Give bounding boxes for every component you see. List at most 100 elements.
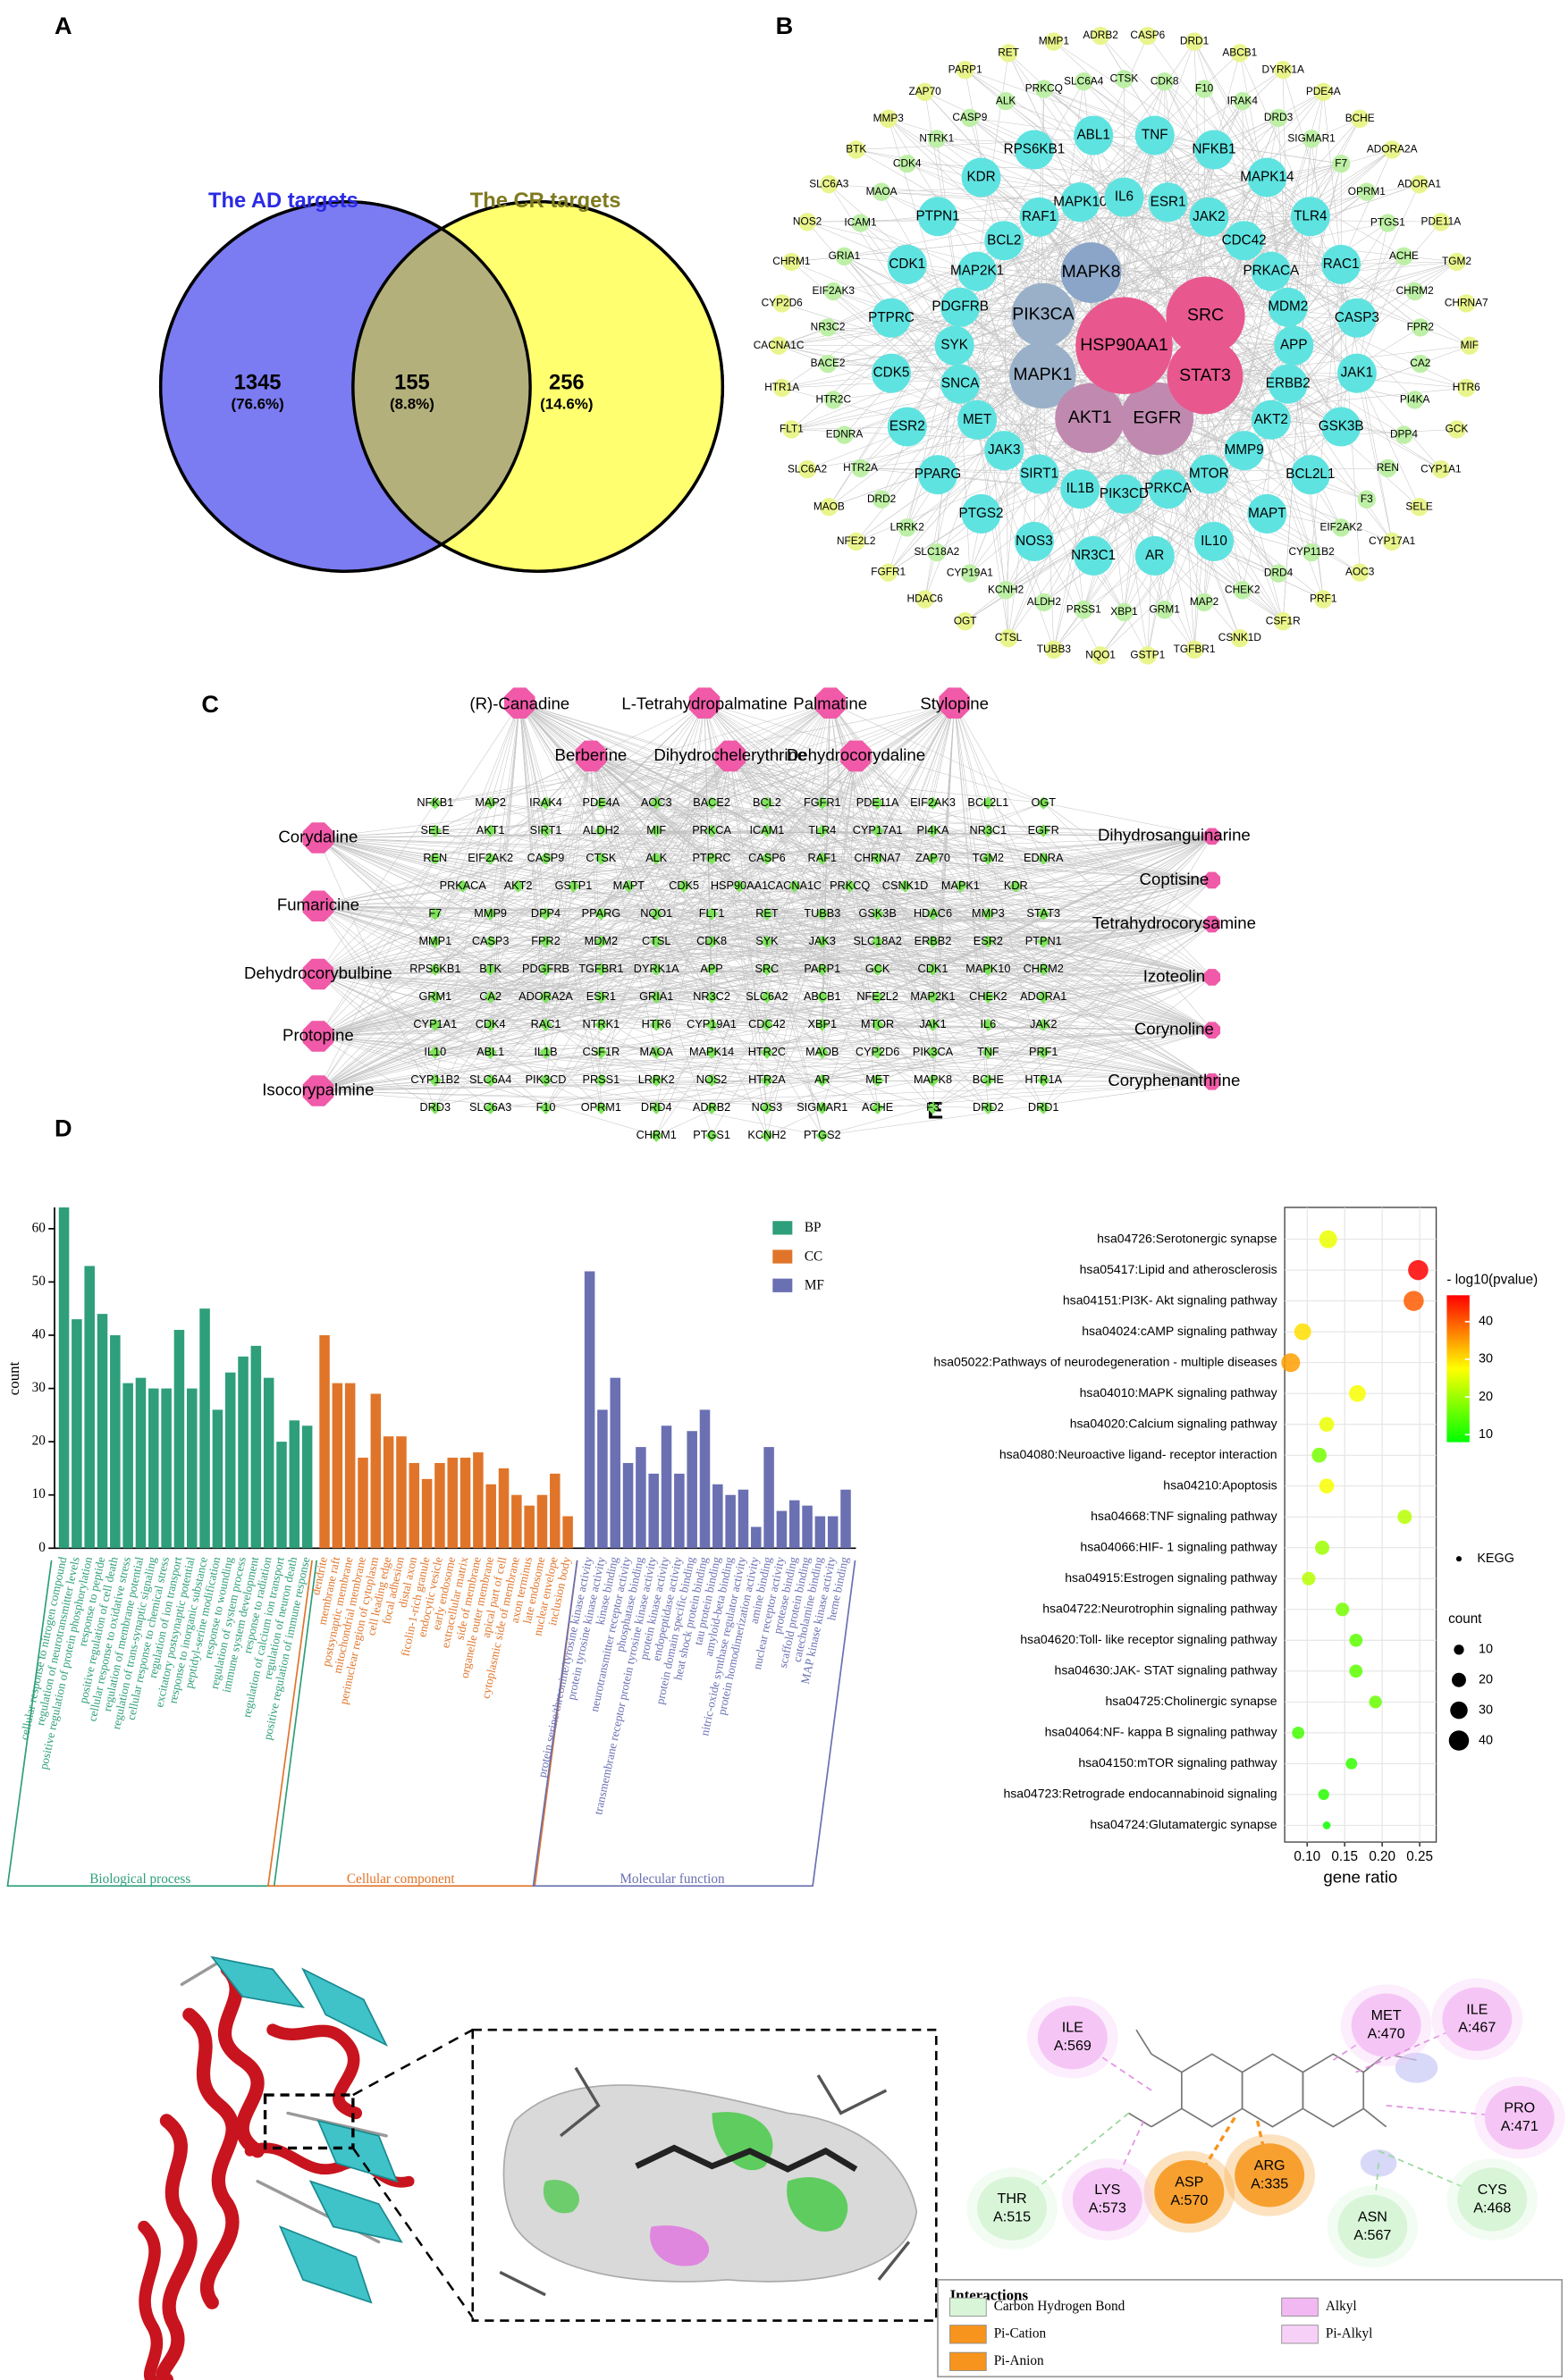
- network-node: [1184, 640, 1204, 660]
- beta-sheet: [210, 1955, 305, 2009]
- bar: [383, 1436, 394, 1549]
- target-node: [815, 935, 829, 948]
- target-label: PI4KA: [916, 823, 949, 837]
- bar: [301, 1425, 313, 1549]
- residue-name: PRO: [1504, 2100, 1535, 2116]
- edge: [601, 702, 705, 803]
- edge: [317, 830, 822, 838]
- compound-target-network: NFKB1 MAP2 IRAK4 PDE4A AOC3 BACE2 BCL2 FGFR1 PDE…: [244, 687, 1256, 1142]
- target-label: CYP17A1: [853, 823, 903, 837]
- node-label: ICAM1: [844, 216, 877, 229]
- edge: [317, 1036, 822, 1136]
- edge: [317, 905, 546, 1081]
- edge: [954, 702, 989, 831]
- edge: [519, 702, 546, 831]
- network-node: [1138, 26, 1157, 46]
- edge: [988, 1030, 1212, 1081]
- edge: [1039, 216, 1288, 307]
- edge: [317, 913, 602, 1091]
- edge: [519, 702, 768, 831]
- edge: [1341, 264, 1470, 346]
- target-label: DRD3: [420, 1100, 451, 1114]
- target-label: NOS3: [752, 1100, 783, 1114]
- target-label: TLR4: [808, 823, 836, 837]
- network-node: [824, 282, 843, 301]
- edge: [656, 702, 955, 914]
- legend-swatch: [772, 1278, 793, 1292]
- edge: [519, 702, 629, 887]
- target-node: [760, 1046, 774, 1059]
- edge: [905, 836, 1212, 887]
- edge: [1193, 474, 1210, 650]
- size-legend-label: 40: [1479, 1733, 1493, 1747]
- edge: [1039, 426, 1342, 475]
- edge: [317, 905, 768, 1081]
- node-label: SLC6A4: [1064, 74, 1104, 87]
- edge: [1287, 383, 1441, 470]
- network-node: [1332, 518, 1351, 537]
- target-node: [539, 796, 552, 810]
- edge: [317, 803, 491, 975]
- edge: [590, 755, 822, 859]
- edge: [822, 858, 1212, 881]
- edge: [601, 702, 955, 831]
- node-label: RET: [998, 46, 1019, 59]
- edge: [317, 837, 822, 1025]
- edge: [317, 1036, 491, 1081]
- target-label: AKT1: [476, 823, 505, 837]
- edge: [766, 836, 1212, 914]
- kegg-bubble-chart: hsa04726:Serotonergic synapsehsa05417:Li…: [933, 1207, 1538, 1887]
- edge: [655, 702, 705, 1025]
- edge: [860, 419, 978, 469]
- y-tick-label: hsa04726:Serotonergic synapse: [1097, 1231, 1277, 1245]
- network-node: [1460, 336, 1479, 355]
- target-label: STAT3: [1026, 906, 1060, 920]
- target-label: NFE2L2: [856, 989, 898, 1003]
- target-label: TGM2: [973, 851, 1004, 864]
- bar: [276, 1442, 287, 1549]
- target-node: [926, 1073, 940, 1087]
- legend-label: Alkyl: [1326, 2299, 1357, 2314]
- size-legend-label: 10: [1479, 1643, 1493, 1657]
- y-tick-label: hsa04725:Cholinergic synapse: [1106, 1694, 1277, 1708]
- edge: [317, 830, 878, 1037]
- edge: [1205, 149, 1393, 316]
- target-node: [760, 1129, 774, 1142]
- edge: [434, 923, 1212, 1025]
- network-node: [1314, 590, 1333, 609]
- edge: [434, 755, 730, 970]
- target-label: NQO1: [640, 906, 672, 920]
- legend-label: Pi-Anion: [994, 2353, 1044, 2368]
- residue-chain: A:515: [993, 2209, 1031, 2225]
- target-label: CTSK: [586, 851, 616, 864]
- network-node: [1274, 325, 1314, 366]
- edge: [317, 905, 933, 970]
- edge: [656, 755, 731, 831]
- edge: [959, 70, 1284, 384]
- bar: [712, 1484, 723, 1549]
- target-label: XBP1: [808, 1017, 837, 1030]
- network-node: [934, 325, 974, 366]
- bar: [473, 1452, 484, 1549]
- edge: [1043, 977, 1212, 1108]
- edge: [1091, 264, 1342, 273]
- network-node: [818, 354, 838, 374]
- target-node: [871, 1073, 884, 1087]
- node-label: MAPT: [1248, 506, 1286, 521]
- edge: [704, 702, 878, 859]
- edge: [317, 1080, 933, 1091]
- target-label: PRKCA: [692, 823, 731, 837]
- ligand-2d: [1128, 2029, 1417, 2128]
- target-label: ICAM1: [750, 823, 785, 837]
- network-node: [1034, 80, 1054, 98]
- edge: [545, 702, 830, 831]
- target-node: [1037, 852, 1050, 865]
- network-node: [1115, 602, 1134, 622]
- residue-name: ASN: [1358, 2209, 1387, 2225]
- edge: [822, 913, 1212, 978]
- network-node: [1091, 646, 1110, 665]
- edge: [317, 973, 712, 997]
- target-label: CSNK1D: [882, 879, 929, 892]
- compound-node: [1203, 969, 1221, 986]
